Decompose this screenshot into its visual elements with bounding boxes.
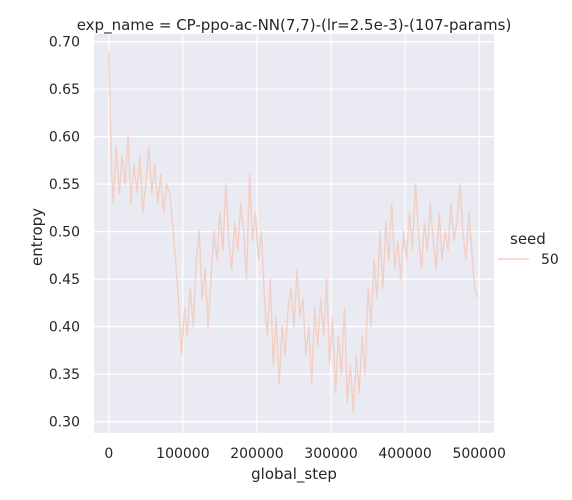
x-tick-label: 400000	[378, 446, 431, 462]
y-tick-label: 0.35	[49, 367, 80, 383]
y-tick-label: 0.45	[49, 272, 80, 288]
x-axis-label: global_step	[251, 465, 337, 484]
y-tick-label: 0.40	[49, 320, 80, 336]
y-axis-label: entropy	[28, 208, 46, 266]
y-tick-labels: 0.30 0.35 0.40 0.45 0.50 0.55 0.60 0.65 0.70	[49, 35, 80, 431]
legend-title: seed	[510, 230, 546, 248]
x-tick-label: 500000	[452, 446, 505, 462]
grid-lines	[94, 34, 494, 433]
x-tick-label: 300000	[304, 446, 357, 462]
y-tick-label: 0.30	[49, 415, 80, 431]
x-tick-label: 200000	[230, 446, 283, 462]
x-tick-labels: 0 100000 200000 300000 400000 500000	[104, 446, 506, 462]
y-tick-label: 0.60	[49, 130, 80, 146]
x-tick-label: 0	[104, 446, 113, 462]
legend-label: 50	[541, 252, 559, 268]
series-line-50	[108, 52, 479, 413]
x-tick-label: 100000	[156, 446, 209, 462]
y-tick-label: 0.65	[49, 82, 80, 98]
y-tick-label: 0.50	[49, 225, 80, 241]
legend: seed 50	[498, 230, 559, 268]
y-tick-label: 0.55	[49, 177, 80, 193]
y-tick-label: 0.70	[49, 35, 80, 51]
series-layer	[108, 52, 479, 413]
plot-area	[94, 34, 494, 433]
chart-title: exp_name = CP-ppo-ac-NN(7,7)-(lr=2.5e-3)…	[77, 16, 512, 35]
